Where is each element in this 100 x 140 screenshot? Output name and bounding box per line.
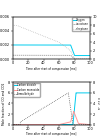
Y-axis label: x 10^-4: x 10^-4 xyxy=(96,97,100,109)
X-axis label: Time after start of compression [ms]: Time after start of compression [ms] xyxy=(26,132,76,136)
Legend: Oxygen, iso-octane, n-heptane: Oxygen, iso-octane, n-heptane xyxy=(72,17,90,31)
Y-axis label: Mole fraction of CO and CO2: Mole fraction of CO and CO2 xyxy=(2,82,6,125)
X-axis label: Time after start of compression [ms]: Time after start of compression [ms] xyxy=(26,67,76,71)
Legend: Carbon dioxide, Carbon monoxide, Formaldehyde: Carbon dioxide, Carbon monoxide, Formald… xyxy=(13,83,40,97)
Y-axis label: x 10^-3: x 10^-3 xyxy=(98,32,100,44)
